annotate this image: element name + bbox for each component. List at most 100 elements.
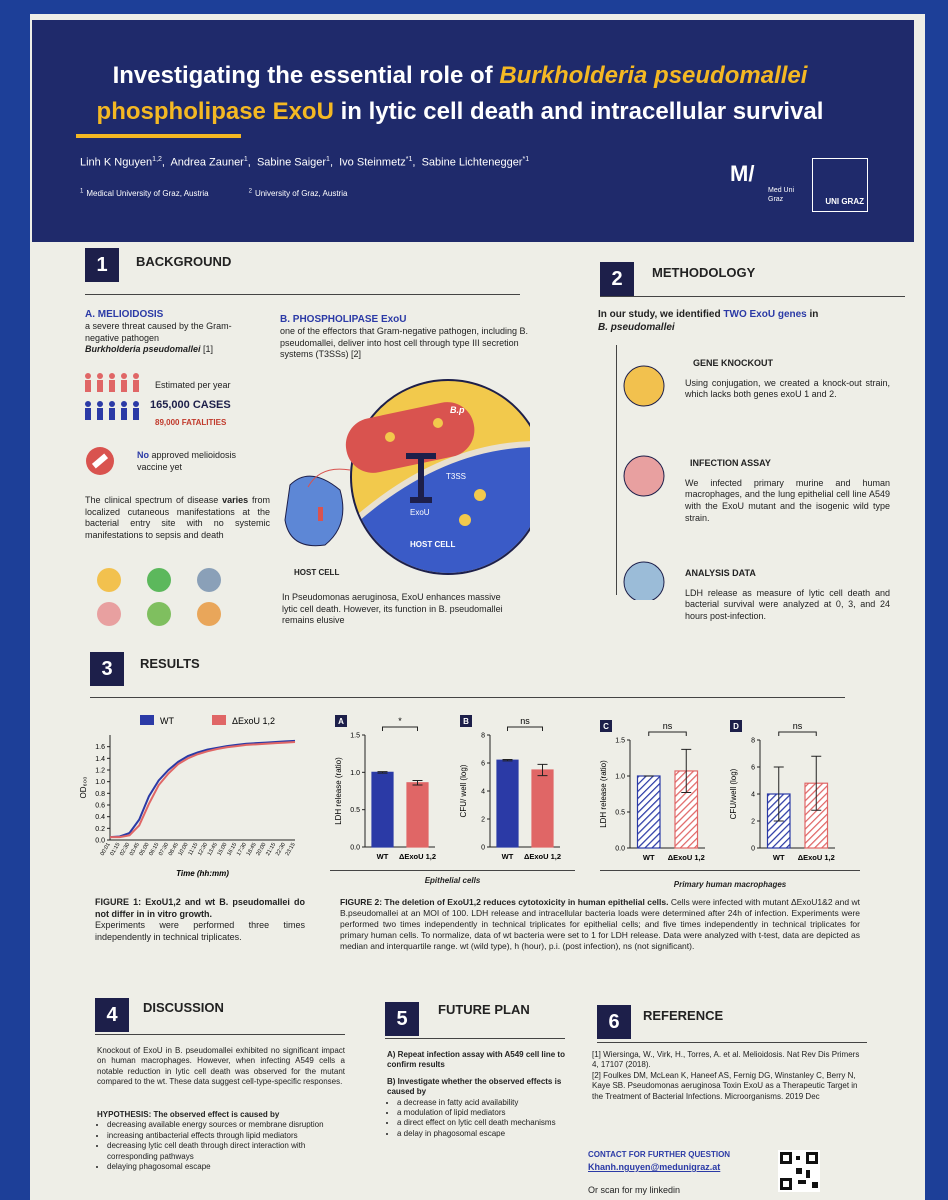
fatalities: 89,000 FATALITIES [155,418,227,427]
section-rule [90,697,845,698]
y-tick-label: 1.5 [350,733,360,740]
x-tick-label: WT [643,853,655,862]
author-name: Sabine Lichtenegger [421,156,523,169]
section-number: 4 [95,998,129,1032]
caption-text: Experiments were performed three times i… [95,920,305,943]
section-rule [597,1042,867,1043]
error-bar [811,755,822,811]
affiliation-text: Medical University of Graz, Austria [86,188,209,198]
method-step: ANALYSIS DATA LDH release as measure of l… [685,568,890,623]
text: a severe threat caused by the Gram-negat… [85,321,232,343]
step-text: LDH release as measure of lytic cell dea… [685,587,890,622]
section-number: 2 [600,262,634,296]
x-tick-label: ΔExoU 1,2 [399,852,436,861]
section-heading: BACKGROUND [136,254,232,269]
plan-item: a modulation of lipid mediators [397,1108,567,1118]
hypothesis-list: decreasing available energy sources or m… [97,1120,345,1172]
title-part: Investigating the essential role of [112,62,500,89]
y-axis-label: CFU/ well (log) [459,764,468,817]
legend-swatch [212,715,226,725]
text: one of the effectors that Gram-negative … [280,326,528,360]
y-tick-label: 0.8 [95,791,105,798]
logo-unigraz: UNI GRAZ [812,158,868,212]
cases: 165,000 CASES [150,399,231,411]
step-title: GENE KNOCKOUT [693,358,774,368]
x-tick-label: WT [502,852,514,861]
vaccine-icon [86,447,114,475]
y-tick-label: 4 [481,789,485,796]
step-title: ANALYSIS DATA [685,568,756,578]
title-underline [76,134,241,138]
qr-code[interactable] [778,1150,820,1192]
panel-badge [460,715,472,727]
significance-bracket [648,731,687,736]
panel-letter: B [463,717,469,726]
discussion-text: Knockout of ExoU in B. pseudomallei exhi… [97,1046,345,1087]
y-tick-label: 1.2 [95,768,105,775]
significance-bracket [507,726,543,731]
y-axis-label: LDH release (ratio) [599,760,608,828]
y-tick-label: 0.0 [350,845,360,852]
author-sup: 1 [326,156,330,163]
hypothesis-item: decreasing available energy sources or m… [107,1120,345,1130]
exou-block: B. PHOSPHOLIPASE ExoU one of the effector… [280,313,530,361]
plan-item: a direct effect on lytic cell death mech… [397,1118,567,1128]
plan-item: A) Repeat infection assay with A549 cell… [387,1050,565,1070]
significance-label: ns [793,721,803,731]
y-tick-label: 0.4 [95,814,105,821]
x-tick-label: ΔExoU 1,2 [668,853,705,862]
y-tick-label: 1.0 [350,770,360,777]
series-line [109,739,296,839]
section-rule [600,296,905,297]
timeline [616,345,617,595]
y-tick-label: 1.4 [95,756,105,763]
poster-header [32,20,914,242]
author-name: Sabine Saiger [256,156,327,169]
figure-label: B.p [450,405,465,415]
y-tick-label: 0 [751,846,755,853]
methodology-intro: In our study, we identified TWO ExoU gen… [598,308,888,334]
x-tick-label: WT [773,853,785,862]
affiliations: 1 Medical University of Graz, Austria 2 Uni… [80,188,387,199]
error-bar [773,766,784,822]
y-tick-label: 8 [481,733,485,740]
spectrum-text: The clinical spectrum of disease varies … [85,495,270,542]
melioidosis-block: A. MELIOIDOSIS a severe threat caused by … [85,308,265,356]
contact-title: CONTACT FOR FURTHER QUESTION [588,1150,731,1159]
people-icon [85,373,139,420]
plan-item: B) Investigate whether the observed effe… [387,1076,562,1097]
significance-label: ns [663,721,673,731]
panel-badge [600,720,612,732]
legend-label: WT [160,716,174,726]
text: varies [222,495,249,505]
panel-letter: D [733,722,739,731]
contact-email[interactable]: Khanh.nguyen@medunigraz.at [588,1162,721,1172]
y-tick-label: 1.0 [615,774,625,781]
title-italic: Burkholderia pseudomallei [499,62,808,89]
series-line [110,741,296,839]
bar [531,769,554,848]
y-tick-label: 0.0 [615,846,625,853]
panel-badge [730,720,742,732]
exou-illustration: B.p T3SS ExoU HOST CELL HOST CELL [284,379,530,577]
text: In our study, we identified [598,309,724,320]
logo-mark: M/ [730,161,755,186]
subheading: A. MELIOIDOSIS [85,309,164,320]
error-bar [412,780,423,786]
y-tick-label: 0 [481,845,485,852]
figure-label: HOST CELL [410,540,455,549]
y-tick-label: 0.2 [95,826,105,833]
panel-letter: C [603,722,609,731]
y-axis-label: OD₆₀₀ [79,777,88,799]
x-tick-label: ΔExoU 1,2 [524,852,561,861]
significance-bracket [382,726,418,731]
author-sup: *1 [405,156,413,163]
section-heading: FUTURE PLAN [438,1002,530,1017]
text: from localized cutaneous manifestations … [85,495,270,541]
logo-meduni: Med Uni Graz [768,187,795,204]
y-tick-label: 0.5 [615,810,625,817]
reference-item: [1] Wiersinga, W., Virk, H., Torres, A. … [592,1050,860,1070]
author-sup: *1 [522,156,530,163]
